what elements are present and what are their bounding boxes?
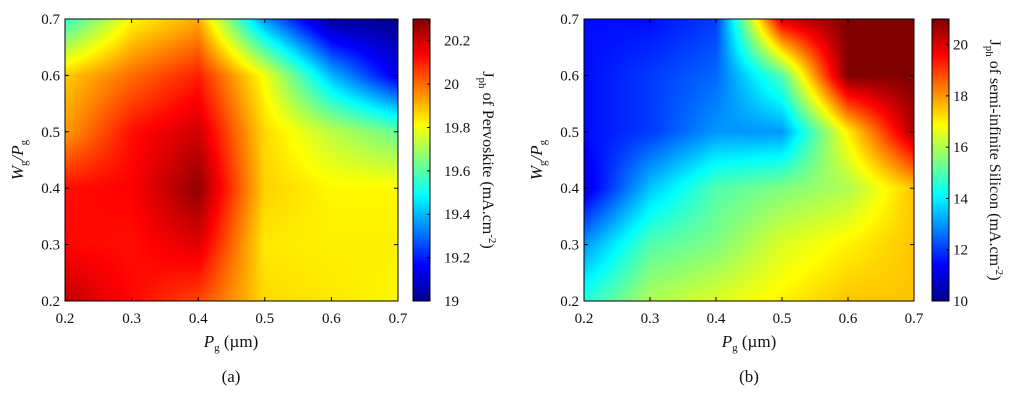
x-tick-label: 0.4 (189, 311, 208, 327)
colorbar-tick-label: 19.8 (444, 120, 470, 136)
y-tick-label: 0.7 (41, 12, 60, 28)
colorbar-tick-label: 16 (953, 140, 969, 156)
y-tick-label: 0.5 (560, 125, 579, 141)
colorbar-tick-label: 12 (953, 243, 968, 259)
colorbar (413, 19, 430, 301)
x-tick-label: 0.3 (641, 311, 660, 327)
x-tick-label: 0.2 (575, 311, 594, 327)
x-tick-label: 0.7 (389, 311, 408, 327)
colorbar-tick-label: 14 (953, 191, 969, 207)
y-tick-label: 0.3 (560, 238, 579, 254)
colorbar-tick-label: 19 (444, 294, 459, 310)
y-axis-label: Wg/Pg (8, 139, 30, 180)
x-tick-label: 0.5 (255, 311, 274, 327)
colorbar-tick-label: 20 (444, 77, 459, 93)
colorbar-frame (931, 18, 950, 302)
x-axis-label: Pg (µm) (203, 332, 258, 354)
y-tick-label: 0.4 (41, 181, 60, 197)
colorbar-label: Jph of semi-infinite Silicon (mA.cm-2) (983, 39, 1005, 280)
colorbar-tick-label: 19.6 (444, 164, 471, 180)
panel-b: 0.2 0.3 0.4 0.5 0.6 0.7 0.2 0.3 0.4 0.5 0.6 0.7 Pg (… (527, 12, 1005, 386)
x-tick-label: 0.2 (56, 311, 75, 327)
panel-a: 0.2 0.3 0.4 0.5 0.6 0.7 0.2 0.3 0.4 0.5 0.6 0.7 Pg (… (8, 12, 498, 386)
heatmap-image (584, 19, 914, 301)
heatmap-image (65, 19, 398, 301)
panel-label: (a) (222, 367, 241, 386)
y-tick-label: 0.5 (41, 125, 60, 141)
x-tick-label: 0.6 (839, 311, 858, 327)
y-tick-label: 0.2 (41, 294, 60, 310)
plot-frame (583, 18, 915, 302)
y-tick-label: 0.6 (560, 68, 579, 84)
x-tick-label: 0.7 (905, 311, 924, 327)
colorbar-label: Jph of Pervoskite (mA.cm-2) (476, 71, 498, 248)
x-axis-label: Pg (µm) (721, 332, 776, 354)
colorbar-tick-label: 20 (953, 38, 968, 54)
x-tick-label: 0.5 (773, 311, 792, 327)
x-tick-label: 0.4 (707, 311, 726, 327)
colorbar-tick-label: 19.4 (444, 207, 471, 223)
colorbar-frame (412, 18, 431, 302)
colorbar-tick-label: 10 (953, 294, 968, 310)
y-tick-label: 0.2 (560, 294, 579, 310)
colorbar-tick-label: 18 (953, 89, 968, 105)
panel-label: (b) (739, 367, 759, 386)
x-tick-label: 0.3 (122, 311, 141, 327)
y-axis-label: Wg/Pg (527, 139, 549, 180)
colorbar-tick-label: 19.2 (444, 251, 470, 267)
x-tick-label: 0.6 (322, 311, 341, 327)
y-tick-label: 0.4 (560, 181, 579, 197)
y-tick-label: 0.6 (41, 68, 60, 84)
y-tick-label: 0.3 (41, 238, 60, 254)
colorbar-tick-label: 20.2 (444, 34, 470, 50)
plot-frame (64, 18, 399, 302)
y-tick-label: 0.7 (560, 12, 579, 28)
colorbar (932, 19, 949, 301)
